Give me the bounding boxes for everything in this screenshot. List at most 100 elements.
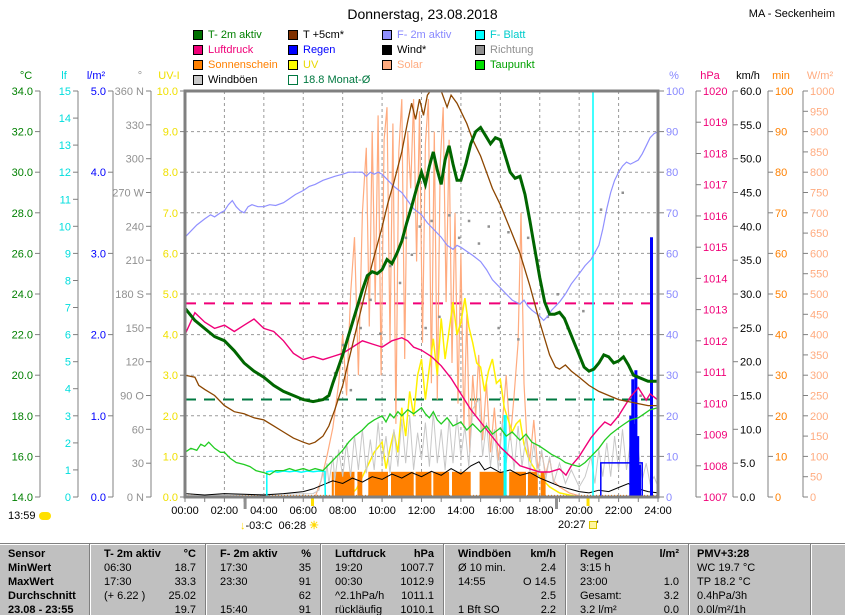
svg-text:180 S: 180 S (115, 289, 144, 301)
svg-text:55.0: 55.0 (740, 120, 761, 132)
svg-text:00:00: 00:00 (171, 505, 199, 517)
svg-text:20:00: 20:00 (565, 505, 593, 517)
legend-item: Regen (288, 42, 382, 57)
series-t-2m (185, 125, 658, 404)
svg-text:40: 40 (775, 330, 787, 342)
legend-swatch (475, 29, 485, 40)
svg-text:4.0: 4.0 (163, 330, 178, 342)
svg-text:70: 70 (775, 208, 787, 220)
svg-text:10: 10 (59, 221, 71, 233)
svg-text:22.0: 22.0 (12, 330, 33, 342)
svg-text:500: 500 (810, 289, 828, 301)
svg-text:26.0: 26.0 (12, 248, 33, 260)
legend-label: Luftdruck (208, 43, 254, 56)
svg-text:100: 100 (775, 86, 793, 98)
svg-text:50: 50 (666, 289, 678, 301)
svg-text:300: 300 (126, 154, 144, 166)
svg-text:3.0: 3.0 (163, 370, 178, 382)
svg-text:1.0: 1.0 (91, 411, 106, 423)
axis-km/h: 60.0 55.0 50.0 45.0 40.0 35.0 30.0 25.0 20.0 15.0… (732, 70, 761, 504)
svg-text:30: 30 (132, 458, 144, 470)
svg-text:min: min (772, 70, 790, 82)
legend-label: Richtung (490, 43, 534, 56)
svg-text:1007: 1007 (703, 492, 727, 504)
svg-text:30: 30 (775, 370, 787, 382)
svg-text:0: 0 (810, 492, 816, 504)
svg-text:90: 90 (775, 127, 787, 139)
table-cell: 3:15 h (580, 562, 611, 574)
legend-item: T +5cm* (288, 27, 382, 42)
svg-text:210: 210 (126, 255, 144, 267)
svg-text:11: 11 (60, 194, 71, 206)
svg-text:1: 1 (65, 465, 71, 477)
table-cell: 0.0l/m²/1h (697, 604, 746, 615)
svg-text:1014: 1014 (703, 273, 727, 285)
svg-text:10: 10 (666, 451, 678, 463)
svg-text:24:00: 24:00 (644, 505, 672, 517)
svg-text:450: 450 (810, 309, 828, 321)
current-time-label: 13:59 (8, 510, 36, 522)
legend-item: Windböen (193, 72, 288, 87)
legend-swatch (288, 59, 298, 70)
legend-item: F- Blatt (475, 27, 595, 42)
svg-text:1016: 1016 (703, 211, 727, 223)
legend-label: Regen (303, 43, 336, 56)
legend-swatch (382, 29, 392, 40)
table-cell: 15:40 91 (220, 604, 311, 615)
legend-label: Windböen (208, 73, 258, 86)
table-cell: PMV+3:28 (697, 548, 750, 560)
series-solar (185, 99, 658, 497)
table-cell: 19.7 (174, 604, 196, 615)
table-cell: 17:30 33.3 (104, 576, 196, 588)
svg-text:1.0: 1.0 (163, 451, 178, 463)
svg-text:50.0: 50.0 (740, 154, 761, 166)
svg-text:20.0: 20.0 (740, 357, 761, 369)
legend-item: 18.8 Monat-Ø (288, 72, 382, 87)
svg-text:16.0: 16.0 (12, 451, 33, 463)
legend-label: 18.8 Monat-Ø (303, 73, 371, 86)
svg-text:1011: 1011 (703, 367, 727, 379)
svg-text:800: 800 (810, 167, 828, 179)
svg-text:70: 70 (666, 208, 678, 220)
svg-text:4: 4 (65, 384, 71, 396)
svg-text:13: 13 (59, 140, 71, 152)
svg-text:80: 80 (666, 167, 678, 179)
svg-text:90: 90 (666, 127, 678, 139)
svg-text:0: 0 (65, 492, 71, 504)
table-header-row: Sensor T- 2m aktiv °C F- 2m aktiv% Luftdruck… (0, 548, 845, 562)
legend-swatch (193, 29, 203, 40)
svg-text:550: 550 (810, 269, 828, 281)
sunset-time: 20:27 (558, 519, 586, 531)
legend-label: UV (303, 58, 319, 71)
table-cell: T- 2m aktiv °C (104, 548, 196, 560)
table-separator (89, 544, 91, 615)
svg-text:60: 60 (775, 248, 787, 260)
chart-legend: T- 2m aktiv T +5cm* F- 2m aktiv F- Blatt Luf… (193, 27, 595, 87)
legend-label: Sonnenschein (208, 58, 278, 71)
table-row-label: Durchschnitt (8, 590, 76, 602)
table-separator (205, 544, 207, 615)
svg-text:3: 3 (65, 411, 71, 423)
svg-text:W/m²: W/m² (807, 70, 834, 82)
svg-text:360 N: 360 N (115, 86, 144, 98)
svg-text:240: 240 (126, 221, 144, 233)
svg-text:750: 750 (810, 188, 828, 200)
legend-swatch (382, 59, 392, 70)
table-separator (810, 544, 812, 615)
series-taupunkt (185, 406, 658, 476)
legend-swatch (382, 44, 392, 55)
table-cell: Ø 10 min. 2.4 (458, 562, 556, 574)
weather-chart: 34.032.030.028.026.024.022.020.018.016.0… (12, 70, 835, 517)
legend-item: Solar (382, 57, 475, 72)
svg-text:10.0: 10.0 (157, 86, 178, 98)
sunrise-sun-icon: ☀ (309, 520, 319, 532)
svg-text:300: 300 (810, 370, 828, 382)
svg-text:UV-I: UV-I (158, 70, 179, 82)
table-cell: ^2.1hPa/h 1011.1 (335, 590, 434, 602)
svg-text:650: 650 (810, 228, 828, 240)
svg-text:15: 15 (59, 86, 71, 98)
svg-text:°C: °C (20, 70, 32, 82)
